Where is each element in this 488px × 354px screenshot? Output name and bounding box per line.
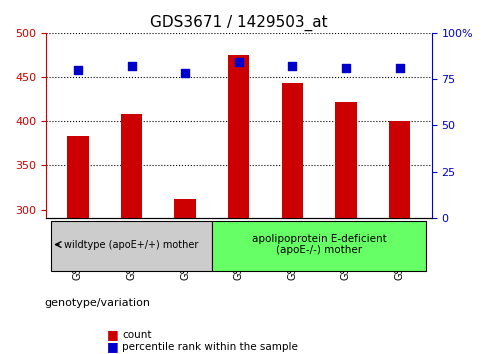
Bar: [67, 136, 89, 218]
Bar: [174, 199, 196, 218]
Point: [342, 65, 350, 71]
Bar: [121, 114, 142, 218]
Point: [288, 63, 296, 69]
Point: [74, 67, 82, 73]
Title: GDS3671 / 1429503_at: GDS3671 / 1429503_at: [150, 15, 327, 31]
Text: ■: ■: [107, 328, 119, 341]
Bar: [335, 102, 357, 218]
Text: ■: ■: [107, 340, 119, 353]
Point: [235, 59, 243, 65]
Point: [181, 70, 189, 76]
Text: apolipoprotein E-deficient
(apoE-/-) mother: apolipoprotein E-deficient (apoE-/-) mot…: [252, 234, 386, 255]
Text: percentile rank within the sample: percentile rank within the sample: [122, 342, 298, 352]
Text: genotype/variation: genotype/variation: [45, 298, 151, 308]
Text: count: count: [122, 330, 151, 340]
Bar: [228, 55, 249, 218]
Bar: [51, 221, 212, 271]
Bar: [212, 221, 427, 271]
Text: wildtype (apoE+/+) mother: wildtype (apoE+/+) mother: [64, 240, 199, 250]
Bar: [389, 121, 410, 218]
Point: [396, 65, 404, 71]
Bar: [282, 83, 303, 218]
Point: [128, 63, 136, 69]
